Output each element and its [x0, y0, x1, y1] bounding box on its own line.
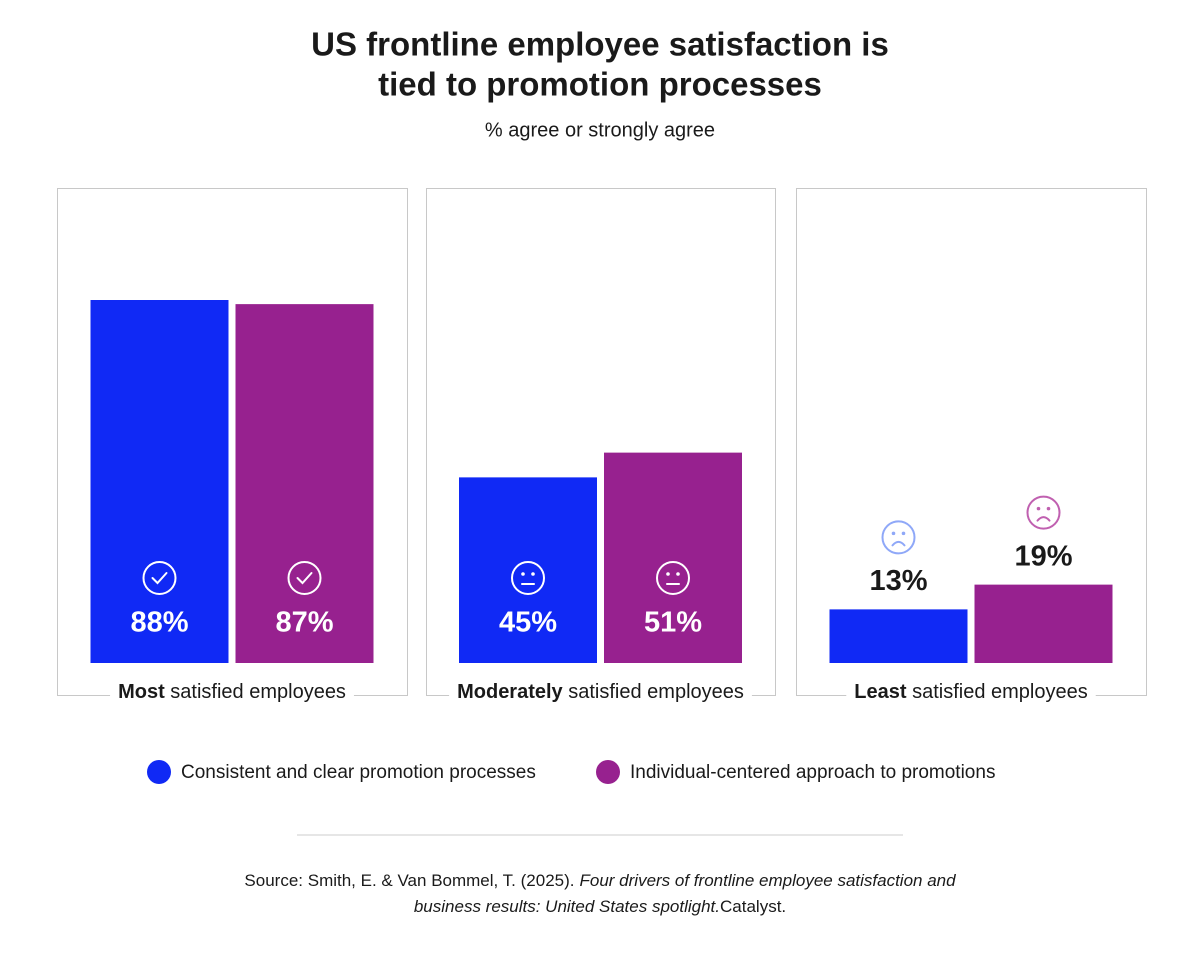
source: Source: Smith, E. & Van Bommel, T. (2025…: [244, 871, 956, 890]
label-bg: [449, 681, 752, 709]
icon-circle: [511, 561, 545, 595]
label-bg: [846, 681, 1096, 709]
source-part: Source: Smith, E. & Van Bommel, T. (2025…: [244, 871, 574, 890]
icon-eye: [666, 572, 670, 576]
value-label: 51%: [644, 607, 702, 639]
icon-eye: [1036, 506, 1041, 511]
value-label: 88%: [130, 607, 188, 639]
icon: [142, 561, 177, 595]
icon: [511, 561, 545, 595]
category-label: Moderately satisfied employees: [457, 681, 744, 703]
label-bg: [110, 681, 354, 709]
icon-circle: [656, 561, 690, 595]
icon: [656, 561, 690, 595]
bar: [90, 300, 229, 663]
value-label: 13%: [869, 565, 927, 597]
bar: [459, 477, 597, 663]
source-part: business results: United States spotligh…: [414, 897, 720, 916]
icon-eye: [891, 531, 896, 536]
chart-subtitle: % agree or strongly agree: [485, 119, 715, 141]
icon-mouth: [1036, 516, 1051, 522]
icon-eye: [531, 572, 535, 576]
legend-label: Consistent and clear promotion processes: [181, 762, 536, 783]
bar: [829, 609, 968, 663]
bar: [604, 452, 742, 663]
legend-swatch: [596, 760, 620, 784]
icon-eye: [901, 531, 906, 536]
source-part: Catalyst.: [720, 897, 786, 916]
icon-eye: [521, 572, 525, 576]
icon: [1026, 495, 1061, 530]
icon-mouth: [891, 540, 906, 547]
category-label: Most satisfied employees: [118, 681, 346, 703]
icon-circle: [142, 561, 177, 595]
icon-eye: [1046, 506, 1051, 511]
chart-title: US frontline employee satisfaction is: [311, 26, 889, 63]
legend-label: Individual-centered approach to promotio…: [630, 762, 995, 783]
icon-check: [296, 572, 313, 585]
icon-check: [151, 572, 168, 585]
value-label: 45%: [499, 607, 557, 639]
icon-eye: [676, 572, 680, 576]
legend-swatch: [147, 760, 171, 784]
icon-circle: [1026, 495, 1061, 530]
icon-circle: [881, 520, 916, 555]
icon: [881, 520, 916, 555]
value-label: 87%: [275, 607, 333, 639]
category-label: Least satisfied employees: [854, 681, 1087, 703]
source-part: Four drivers of frontline employee satis…: [580, 871, 957, 890]
icon-circle: [287, 561, 322, 595]
chart-title: tied to promotion processes: [378, 66, 822, 103]
bar: [235, 304, 374, 663]
icon: [287, 561, 322, 595]
source: business results: United States spotligh…: [414, 897, 786, 916]
bar: [974, 584, 1113, 663]
value-label: 19%: [1014, 540, 1072, 572]
